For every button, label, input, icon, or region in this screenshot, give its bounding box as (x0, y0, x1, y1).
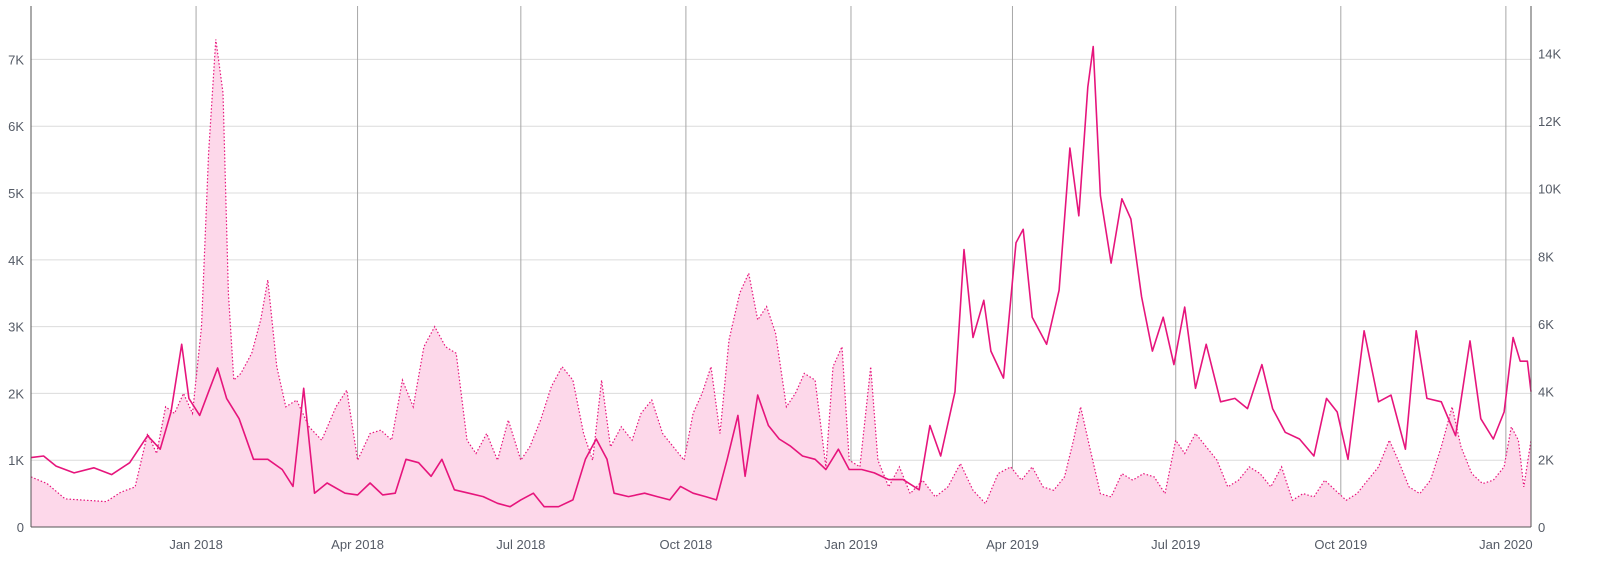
x-tick-label: Oct 2018 (660, 537, 713, 552)
y-left-tick-label: 0 (17, 520, 24, 535)
y-left-tick-label: 2K (8, 386, 24, 401)
y-right-tick-label: 10K (1538, 182, 1561, 197)
y-left-tick-label: 4K (8, 253, 24, 268)
axes: 0 1K 2K 3K 4K 5K 6K 7K 0 2K 4K 6K 8K 10K 12K 14K Jan 201… (8, 6, 1561, 552)
x-tick-label: Apr 2018 (331, 537, 384, 552)
y-left-tick-label: 1K (8, 453, 24, 468)
y-left-tick-label: 7K (8, 52, 24, 67)
y-right-tick-label: 14K (1538, 46, 1561, 61)
y-left-tick-label: 5K (8, 186, 24, 201)
x-tick-label: Jul 2018 (496, 537, 545, 552)
x-tick-label: Jan 2018 (169, 537, 223, 552)
x-tick-label: Apr 2019 (986, 537, 1039, 552)
y-left-tick-label: 6K (8, 119, 24, 134)
y-right-tick-label: 6K (1538, 317, 1554, 332)
x-tick-label: Jan 2019 (824, 537, 878, 552)
x-tick-label: Jul 2019 (1151, 537, 1200, 552)
x-tick-label: Oct 2019 (1314, 537, 1367, 552)
y-left-tick-label: 3K (8, 320, 24, 335)
series-layer (30, 39, 1532, 528)
y-right-tick-label: 12K (1538, 114, 1561, 129)
dotted-line-series-1 (30, 39, 1532, 505)
solid-line-series-2 (30, 45, 1532, 508)
x-tick-label: Jan 2020 (1479, 537, 1533, 552)
grid (31, 6, 1531, 527)
area-fill-series-1 (31, 39, 1531, 528)
y-right-tick-label: 8K (1538, 249, 1554, 264)
y-right-tick-label: 0 (1538, 520, 1545, 535)
y-right-tick-label: 4K (1538, 385, 1554, 400)
y-right-tick-label: 2K (1538, 452, 1554, 467)
